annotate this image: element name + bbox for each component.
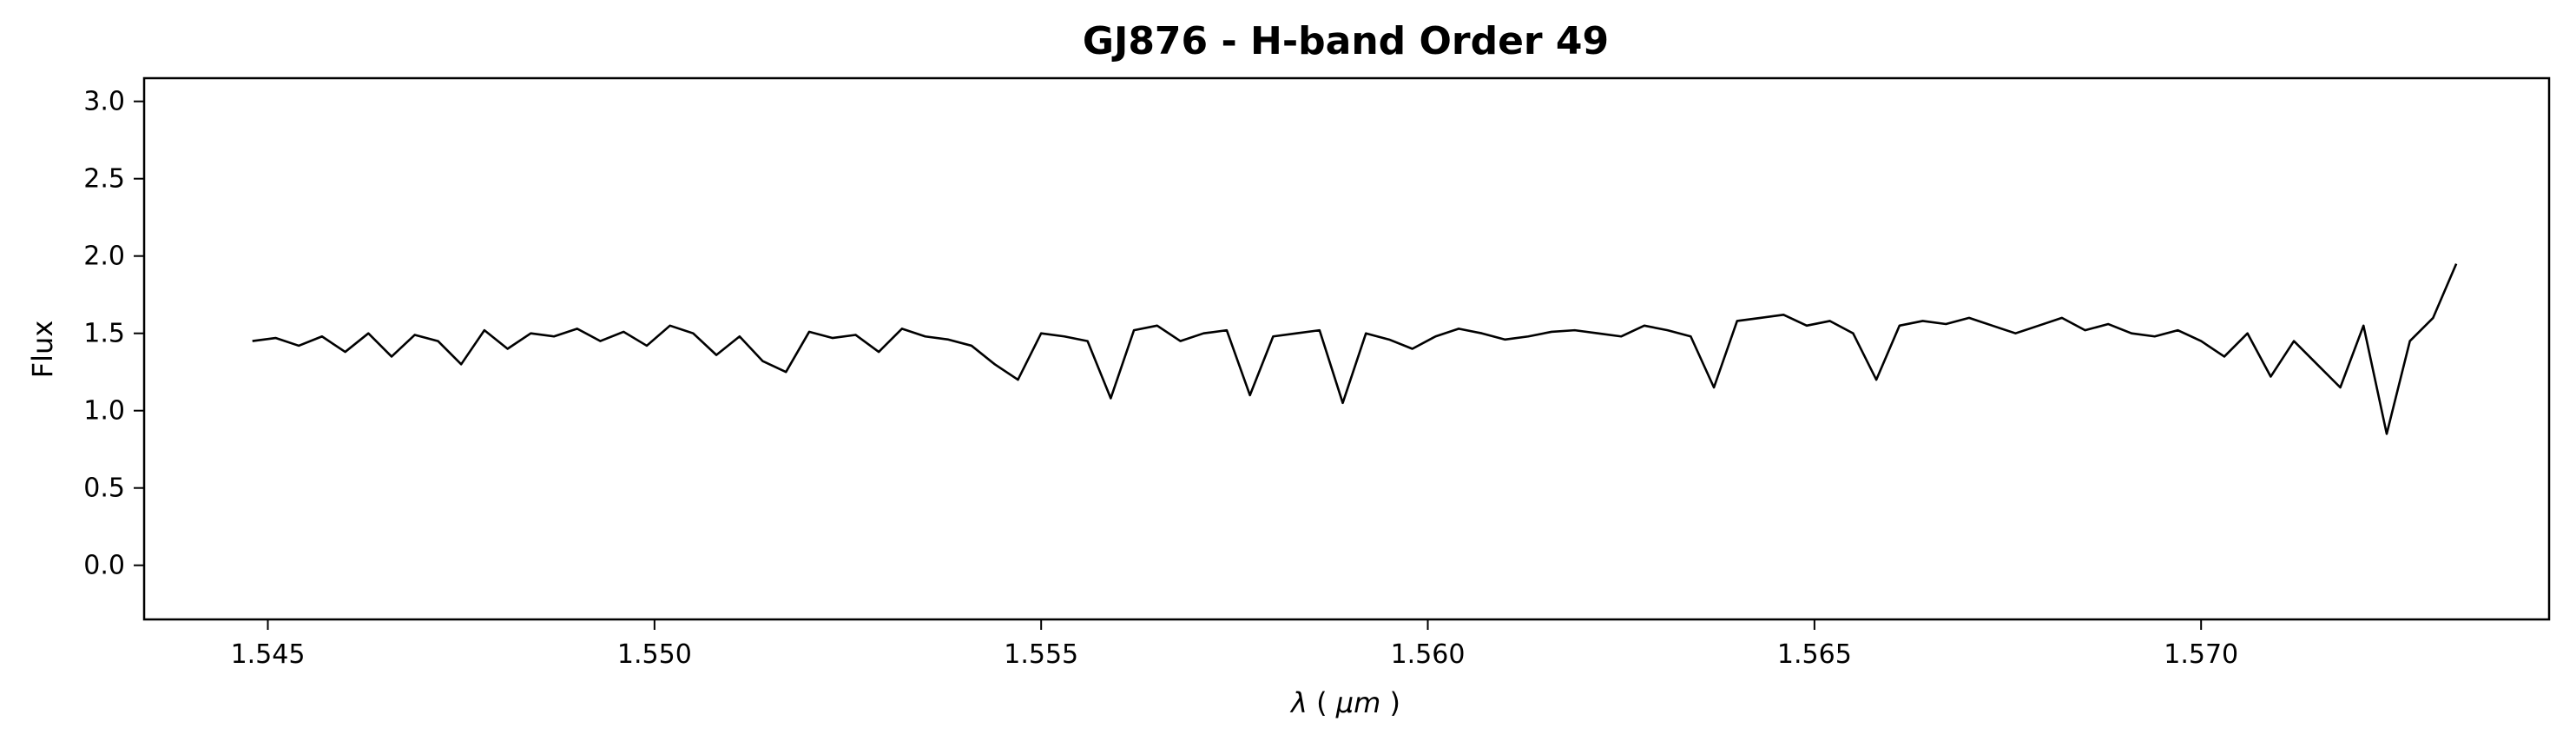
x-axis-label-open-paren: ( (1316, 686, 1327, 719)
x-axis-label: λ ( μm ) (1289, 686, 1400, 719)
chart-title: GJ876 - H-band Order 49 (1083, 19, 1609, 63)
y-axis: 0.0 0.5 1.0 1.5 2.0 2.5 3.0 (83, 87, 144, 581)
x-tick-label: 1.555 (1004, 639, 1078, 670)
x-tick-label: 1.565 (1777, 639, 1852, 670)
y-tick-label: 2.5 (83, 164, 125, 195)
series-line (252, 263, 2458, 435)
plot-frame (142, 76, 2551, 621)
y-tick-label: 0.0 (83, 551, 125, 581)
x-tick-label: 1.560 (1391, 639, 1466, 670)
y-axis-label: Flux (26, 321, 59, 379)
y-tick-label: 1.5 (83, 319, 125, 349)
x-axis-label-symbol: λ (1289, 686, 1308, 719)
x-axis-label-unit: μm (1335, 686, 1381, 719)
y-tick-label: 3.0 (83, 87, 125, 117)
y-tick-label: 0.5 (83, 473, 125, 504)
x-tick-label: 1.570 (2164, 639, 2238, 670)
x-tick-label: 1.550 (617, 639, 692, 670)
plot-area (252, 263, 2458, 435)
y-tick-label: 2.0 (83, 242, 125, 272)
y-tick-label: 1.0 (83, 396, 125, 427)
x-axis-label-close-paren: ) (1389, 686, 1400, 719)
x-tick-label: 1.545 (231, 639, 306, 670)
x-axis: 1.545 1.550 1.555 1.560 1.565 1.570 (231, 619, 2238, 670)
